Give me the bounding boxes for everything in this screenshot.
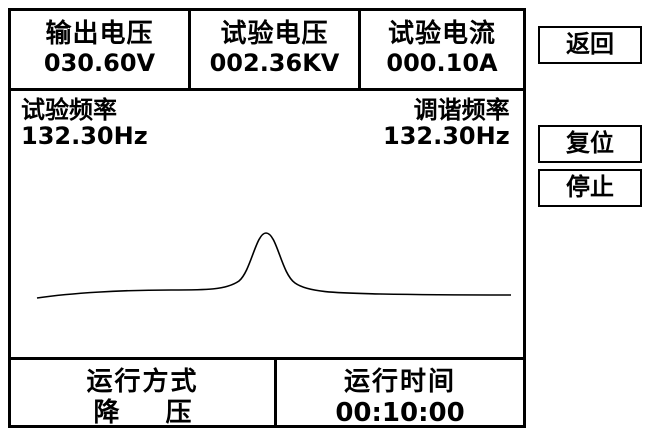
run-mode-value: 降压: [93, 398, 238, 428]
test-current-readout: 试验电流 000.10A: [361, 19, 523, 77]
output-voltage-readout: 输出电压 030.60V: [11, 19, 188, 77]
stop-button[interactable]: 停止: [538, 169, 642, 207]
main-display-panel: 输出电压 030.60V 试验电压 002.36KV 试验电流 000.10A …: [8, 8, 526, 428]
divider-header-2: [358, 11, 361, 88]
test-current-value: 000.10A: [386, 49, 498, 77]
test-frequency-label: 试验频率: [21, 96, 117, 124]
divider-header-1: [188, 11, 191, 88]
run-mode-label: 运行方式: [86, 367, 199, 397]
divider-header: [11, 88, 523, 91]
back-button[interactable]: 返回: [538, 26, 642, 64]
test-current-label: 试验电流: [387, 19, 496, 49]
output-voltage-value: 030.60V: [43, 49, 156, 77]
run-time-label: 运行时间: [343, 367, 456, 397]
test-voltage-label: 试验电压: [220, 19, 329, 49]
run-time-cell: 运行时间 00:10:00: [277, 367, 523, 429]
divider-footer-1: [274, 360, 277, 425]
divider-footer: [11, 357, 523, 360]
test-voltage-readout: 试验电压 002.36KV: [191, 19, 358, 77]
output-voltage-label: 输出电压: [45, 19, 154, 49]
tuning-frequency-label: 调谐频率: [413, 96, 510, 124]
run-mode-cell: 运行方式 降压: [11, 367, 274, 429]
test-frequency-value: 132.30Hz: [21, 122, 148, 150]
tuning-frequency: 调谐频率 132.30Hz: [383, 97, 510, 149]
test-frequency: 试验频率 132.30Hz: [21, 97, 148, 149]
run-time-value: 00:10:00: [335, 398, 465, 428]
test-voltage-value: 002.36KV: [209, 49, 340, 77]
resonance-curve-line: [36, 232, 512, 299]
reset-button[interactable]: 复位: [538, 125, 642, 163]
tuning-frequency-value: 132.30Hz: [383, 122, 510, 150]
resonance-curve-graph: [36, 232, 512, 299]
